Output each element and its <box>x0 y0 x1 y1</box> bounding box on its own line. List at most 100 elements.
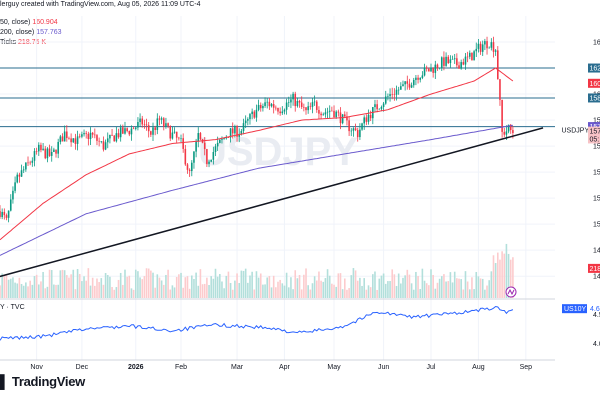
candle[interactable] <box>165 123 167 127</box>
candle[interactable] <box>251 111 253 115</box>
candle[interactable] <box>421 75 424 78</box>
candle[interactable] <box>350 130 353 132</box>
candle[interactable] <box>100 141 103 142</box>
candle[interactable] <box>132 128 135 130</box>
candle[interactable] <box>68 138 70 139</box>
candle[interactable] <box>42 148 44 151</box>
candle[interactable] <box>296 100 299 107</box>
candle[interactable] <box>206 149 208 164</box>
candle[interactable] <box>37 144 40 152</box>
candle[interactable] <box>307 106 309 111</box>
candle[interactable] <box>109 134 111 139</box>
candle[interactable] <box>106 138 109 143</box>
candle[interactable] <box>7 210 10 218</box>
candle[interactable] <box>81 134 83 137</box>
candle[interactable] <box>326 111 329 113</box>
candle[interactable] <box>406 81 409 84</box>
candle[interactable] <box>27 162 29 164</box>
candle[interactable] <box>152 127 154 135</box>
candle[interactable] <box>66 131 68 139</box>
candle[interactable] <box>83 133 85 135</box>
candle[interactable] <box>3 211 6 216</box>
candle[interactable] <box>423 67 426 76</box>
candle[interactable] <box>466 56 469 58</box>
candle[interactable] <box>257 104 260 110</box>
candle[interactable] <box>428 68 430 72</box>
candle[interactable] <box>119 127 122 138</box>
candle[interactable] <box>130 128 133 135</box>
candle[interactable] <box>464 56 467 65</box>
candle[interactable] <box>126 128 128 132</box>
candle[interactable] <box>249 114 251 120</box>
candle[interactable] <box>12 190 14 200</box>
candle[interactable] <box>242 123 245 131</box>
candle[interactable] <box>473 51 475 61</box>
candle[interactable] <box>356 130 359 138</box>
candle[interactable] <box>460 62 462 69</box>
ma200-legend[interactable]: 200, close) 157.763 <box>0 28 62 37</box>
candle[interactable] <box>305 107 307 111</box>
candle[interactable] <box>346 116 348 121</box>
candle[interactable] <box>31 160 34 163</box>
candle[interactable] <box>262 105 264 109</box>
candle[interactable] <box>298 100 301 103</box>
candle[interactable] <box>61 136 64 142</box>
candle[interactable] <box>210 159 212 162</box>
candle[interactable] <box>380 106 383 109</box>
candle[interactable] <box>143 124 146 126</box>
candle[interactable] <box>87 133 90 140</box>
candle[interactable] <box>484 41 486 45</box>
candle[interactable] <box>154 127 156 131</box>
candle[interactable] <box>505 131 508 135</box>
candle[interactable] <box>238 133 241 137</box>
candle[interactable] <box>501 99 503 132</box>
candle[interactable] <box>122 127 124 134</box>
candle[interactable] <box>477 43 480 49</box>
tradingview-logo[interactable]: ▌ TradingView <box>0 374 85 389</box>
candle[interactable] <box>303 106 305 108</box>
ma50-legend[interactable]: 50, close) 160.904 <box>0 18 58 27</box>
candle[interactable] <box>104 142 107 150</box>
candle[interactable] <box>365 117 368 122</box>
candle[interactable] <box>76 136 79 144</box>
candle[interactable] <box>229 128 232 138</box>
candle[interactable] <box>253 111 256 118</box>
price-axis[interactable] <box>555 0 600 360</box>
candle[interactable] <box>283 109 286 112</box>
candle[interactable] <box>382 103 385 107</box>
candle[interactable] <box>48 148 51 156</box>
candle[interactable] <box>434 64 437 73</box>
candle[interactable] <box>236 126 238 137</box>
candle[interactable] <box>292 93 294 100</box>
candle[interactable] <box>352 128 355 131</box>
candle[interactable] <box>227 137 230 138</box>
candle[interactable] <box>499 79 501 100</box>
candle[interactable] <box>264 102 266 106</box>
candle[interactable] <box>219 139 221 143</box>
candle[interactable] <box>25 162 27 170</box>
candle[interactable] <box>72 138 75 143</box>
candle[interactable] <box>199 133 202 140</box>
candle[interactable] <box>158 118 161 120</box>
candle[interactable] <box>182 138 184 149</box>
candle[interactable] <box>53 149 55 153</box>
candle[interactable] <box>341 114 344 124</box>
candle[interactable] <box>46 148 49 159</box>
candle[interactable] <box>139 118 141 123</box>
candle[interactable] <box>384 96 387 104</box>
candle[interactable] <box>186 164 189 170</box>
trendline[interactable] <box>0 127 544 279</box>
candle[interactable] <box>44 148 47 159</box>
candle[interactable] <box>315 101 318 110</box>
candle[interactable] <box>40 144 42 151</box>
candle[interactable] <box>404 81 406 85</box>
candle[interactable] <box>223 138 225 140</box>
candle[interactable] <box>374 104 376 108</box>
candle[interactable] <box>14 182 16 191</box>
candle[interactable] <box>117 133 120 138</box>
candle[interactable] <box>488 47 490 49</box>
candle[interactable] <box>255 109 258 118</box>
candle[interactable] <box>113 135 116 142</box>
candle[interactable] <box>333 110 335 118</box>
candle[interactable] <box>410 85 413 88</box>
